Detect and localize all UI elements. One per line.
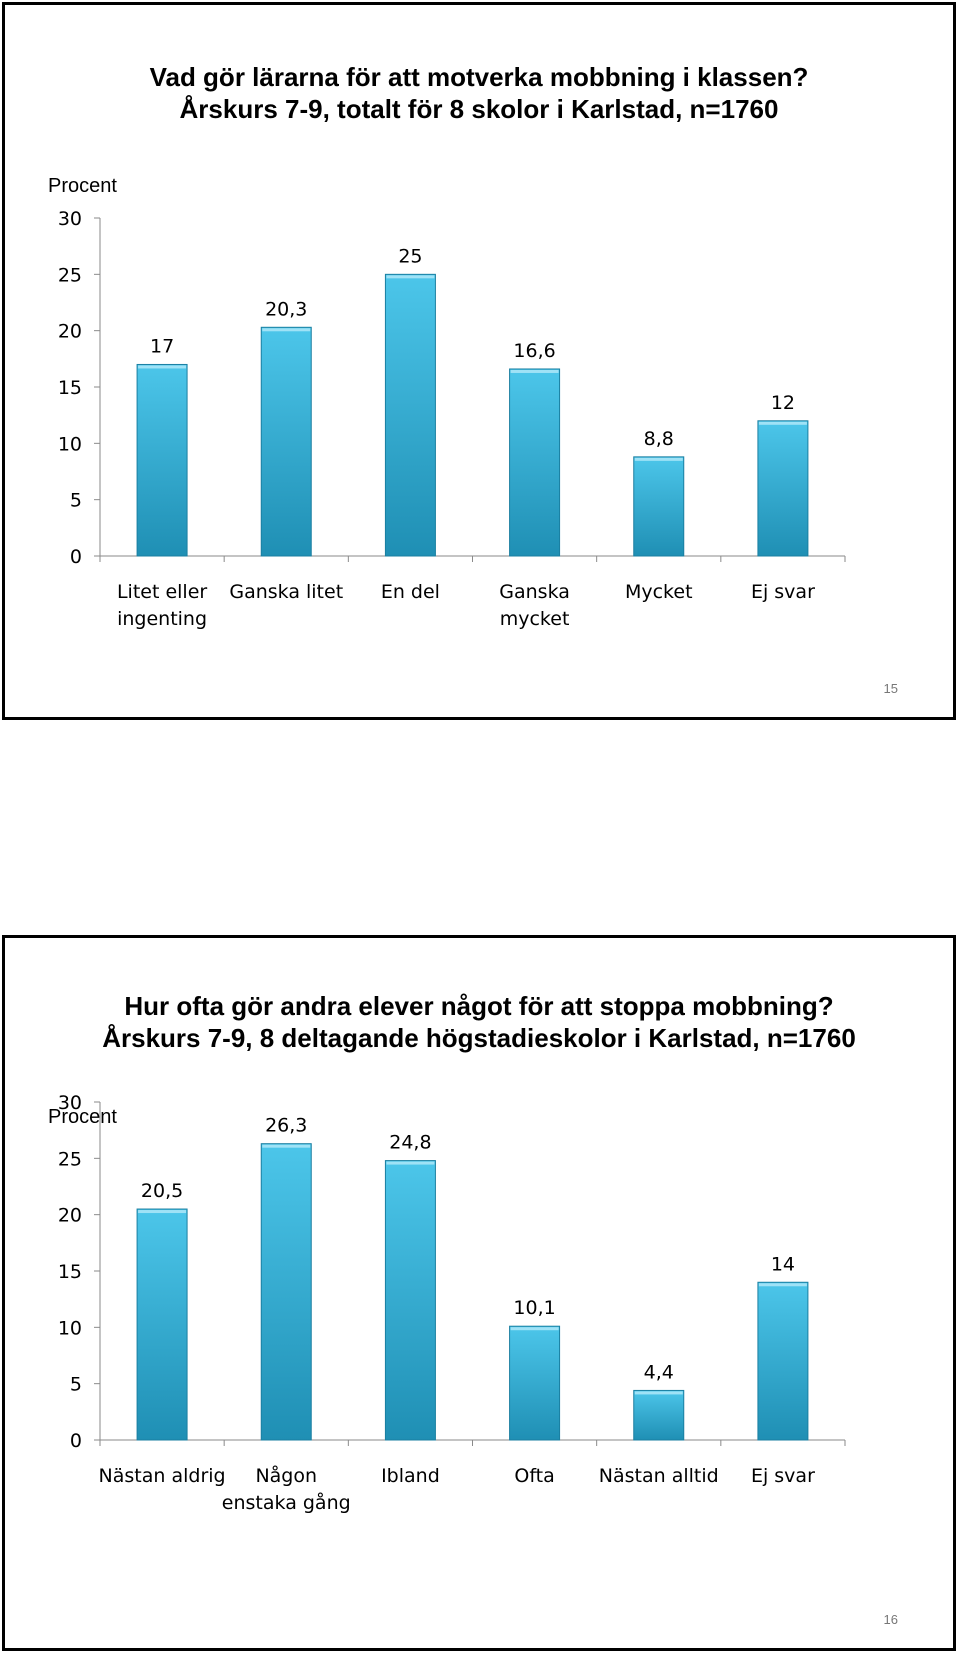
- bar: [633, 456, 685, 557]
- bar-highlight: [510, 369, 559, 373]
- category-label: Nästan alltid: [599, 1465, 719, 1487]
- bar-highlight: [510, 1327, 559, 1331]
- bar: [260, 1143, 312, 1441]
- data-label: 20,5: [141, 1180, 183, 1202]
- chart-title: Vad gör lärarna för att motverka mobbnin…: [5, 61, 953, 125]
- bar-highlight: [758, 421, 807, 425]
- y-tick-label: 10: [58, 1317, 82, 1339]
- category-label: Nästan aldrig: [99, 1465, 226, 1487]
- data-label: 25: [398, 245, 422, 267]
- bar-highlight: [758, 1283, 807, 1287]
- bar: [260, 326, 312, 557]
- bar-chart-students: 0 5 10 15 20 25 30 20,5 Nästan aldrig 26,3 Någon en…: [58, 1092, 846, 1514]
- category-label: Någon: [255, 1464, 317, 1487]
- bar: [384, 273, 436, 557]
- y-tick-label: 5: [70, 490, 82, 512]
- bar-highlight: [634, 1391, 683, 1395]
- data-label: 26,3: [265, 1115, 307, 1137]
- y-tick-label: 15: [58, 1261, 82, 1283]
- data-label: 10,1: [513, 1297, 555, 1319]
- category-label: mycket: [500, 608, 570, 630]
- bar: [757, 1281, 809, 1441]
- data-label: 16,6: [513, 340, 555, 362]
- data-label: 20,3: [265, 298, 307, 320]
- category-label: Mycket: [625, 581, 693, 603]
- bar-highlight: [138, 1210, 187, 1214]
- category-label: Ganska: [499, 581, 570, 603]
- category-label: enstaka gång: [222, 1491, 351, 1514]
- data-label: 12: [771, 392, 795, 414]
- data-label: 24,8: [389, 1132, 431, 1154]
- bar-highlight: [386, 275, 435, 279]
- category-label: Ej svar: [751, 1465, 815, 1487]
- y-tick-label: 25: [58, 264, 82, 286]
- slide-15: Vad gör lärarna för att motverka mobbnin…: [2, 2, 956, 720]
- y-tick-label: 20: [58, 1205, 82, 1227]
- slide-16: Hur ofta gör andra elever något för att …: [2, 935, 956, 1651]
- bar: [633, 1389, 685, 1441]
- category-label: ingenting: [117, 608, 207, 630]
- category-label: Ibland: [381, 1465, 440, 1487]
- data-label: 17: [150, 335, 174, 357]
- y-tick-label: 15: [58, 377, 82, 399]
- data-label: 14: [771, 1253, 795, 1275]
- title-line-1: Vad gör lärarna för att motverka mobbnin…: [149, 62, 809, 92]
- bar: [509, 1325, 561, 1441]
- category-label: Litet eller: [117, 581, 207, 603]
- data-label: 4,4: [644, 1361, 674, 1383]
- category-label: Ofta: [514, 1465, 554, 1487]
- bar: [384, 1160, 436, 1441]
- title-line-1: Hur ofta gör andra elever något för att …: [124, 991, 834, 1021]
- y-tick-label: 25: [58, 1148, 82, 1170]
- y-tick-label: 0: [70, 546, 82, 568]
- bar-highlight: [262, 1144, 311, 1148]
- category-label: En del: [381, 581, 440, 603]
- category-label: Ej svar: [751, 581, 815, 603]
- bar-chart-teachers: 0 5 10 15 20 25 30 17 Litet eller ingenting 20,3 Ga…: [58, 208, 846, 630]
- bar-highlight: [386, 1161, 435, 1165]
- chart-title: Hur ofta gör andra elever något för att …: [5, 990, 953, 1054]
- category-label: Ganska litet: [229, 581, 343, 603]
- page-number: 16: [883, 1612, 898, 1627]
- bar-highlight: [138, 365, 187, 369]
- page-number: 15: [883, 681, 898, 696]
- y-axis-label: Procent: [48, 175, 117, 197]
- y-tick-label: 30: [58, 208, 82, 230]
- bar: [136, 363, 188, 557]
- y-tick-label: 20: [58, 321, 82, 343]
- title-line-2: Årskurs 7-9, totalt för 8 skolor i Karls…: [179, 94, 779, 124]
- y-tick-label: 10: [58, 433, 82, 455]
- title-line-2: Årskurs 7-9, 8 deltagande högstadieskolo…: [102, 1023, 856, 1053]
- y-tick-label: 0: [70, 1430, 82, 1452]
- y-tick-label: 5: [70, 1374, 82, 1396]
- bar: [136, 1208, 188, 1441]
- y-tick-label: 30: [58, 1092, 82, 1114]
- bar-highlight: [634, 457, 683, 461]
- bar-highlight: [262, 328, 311, 332]
- bar: [757, 420, 809, 557]
- bar: [509, 368, 561, 557]
- data-label: 8,8: [644, 428, 674, 450]
